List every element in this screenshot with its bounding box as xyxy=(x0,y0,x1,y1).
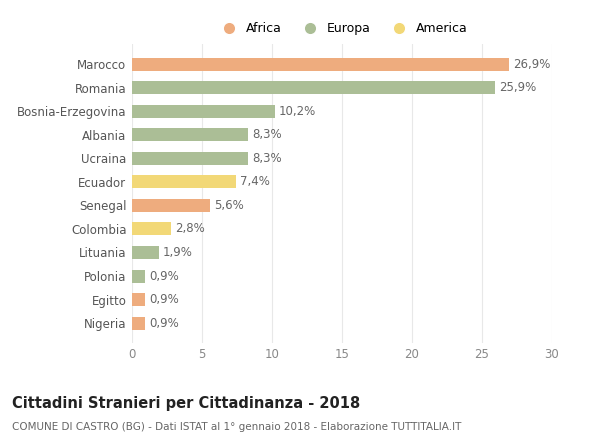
Bar xyxy=(132,128,248,141)
Text: COMUNE DI CASTRO (BG) - Dati ISTAT al 1° gennaio 2018 - Elaborazione TUTTITALIA.: COMUNE DI CASTRO (BG) - Dati ISTAT al 1°… xyxy=(12,422,461,433)
Text: 1,9%: 1,9% xyxy=(163,246,193,259)
Text: 0,9%: 0,9% xyxy=(149,270,179,282)
Bar xyxy=(132,105,275,117)
Bar xyxy=(132,58,509,70)
Legend: Africa, Europa, America: Africa, Europa, America xyxy=(211,17,473,40)
Text: 0,9%: 0,9% xyxy=(149,293,179,306)
Bar xyxy=(132,81,494,94)
Bar xyxy=(132,270,145,282)
Text: 0,9%: 0,9% xyxy=(149,317,179,330)
Text: 7,4%: 7,4% xyxy=(240,175,269,188)
Text: 25,9%: 25,9% xyxy=(499,81,536,94)
Bar xyxy=(132,317,145,330)
Bar xyxy=(132,176,236,188)
Bar xyxy=(132,223,171,235)
Bar xyxy=(132,293,145,306)
Text: Cittadini Stranieri per Cittadinanza - 2018: Cittadini Stranieri per Cittadinanza - 2… xyxy=(12,396,360,411)
Text: 5,6%: 5,6% xyxy=(215,199,244,212)
Text: 2,8%: 2,8% xyxy=(175,223,205,235)
Bar xyxy=(132,152,248,165)
Bar xyxy=(132,246,158,259)
Text: 8,3%: 8,3% xyxy=(253,128,282,141)
Text: 8,3%: 8,3% xyxy=(253,152,282,165)
Bar xyxy=(132,199,211,212)
Text: 26,9%: 26,9% xyxy=(513,58,550,70)
Text: 10,2%: 10,2% xyxy=(279,105,316,117)
